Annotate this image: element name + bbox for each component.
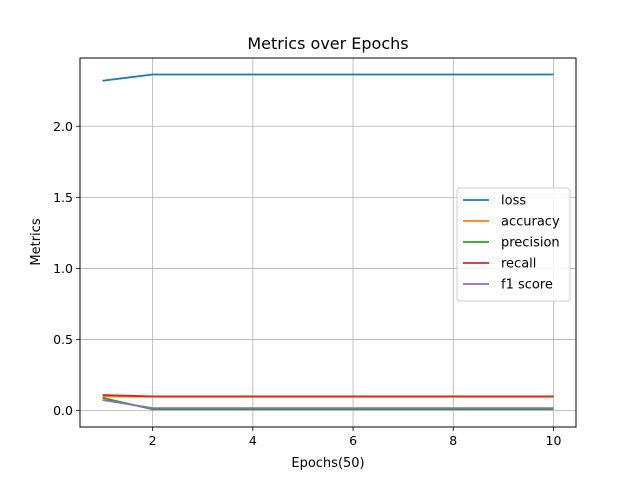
series-line-loss: [102, 73, 554, 82]
grid: [80, 58, 576, 427]
chart-title: Metrics over Epochs: [247, 34, 408, 53]
legend-label-precision: precision: [501, 236, 560, 251]
x-axis-label: Epochs(50): [291, 456, 364, 471]
x-tick-label: 4: [249, 433, 257, 448]
y-axis-label: Metrics: [29, 218, 44, 265]
plot-frame: [79, 57, 577, 428]
series-line-f1-score: [102, 399, 554, 409]
y-tick-label: 0.5: [53, 332, 73, 347]
axis-ticks: 2 4 6 8 10 0.0 0.5 1.0 1.5 2.0: [53, 119, 561, 448]
legend: loss accuracy precision recall f1 score: [456, 187, 571, 302]
legend-label-f1-score: f1 score: [501, 278, 553, 293]
y-tick-label: 2.0: [53, 119, 73, 134]
legend-box: [456, 187, 571, 302]
x-tick-label: 2: [149, 433, 157, 448]
x-tick-label: 6: [349, 433, 357, 448]
y-tick-label: 0.0: [53, 403, 73, 418]
legend-label-recall: recall: [501, 257, 536, 272]
series-line-recall: [102, 394, 554, 398]
y-tick-label: 1.0: [53, 261, 73, 276]
x-tick-label: 10: [546, 433, 562, 448]
legend-label-accuracy: accuracy: [501, 215, 560, 230]
x-tick-label: 8: [449, 433, 457, 448]
series-line-precision: [102, 396, 554, 411]
y-tick-label: 1.5: [53, 190, 73, 205]
legend-label-loss: loss: [501, 194, 526, 209]
series-lines: [102, 73, 554, 411]
